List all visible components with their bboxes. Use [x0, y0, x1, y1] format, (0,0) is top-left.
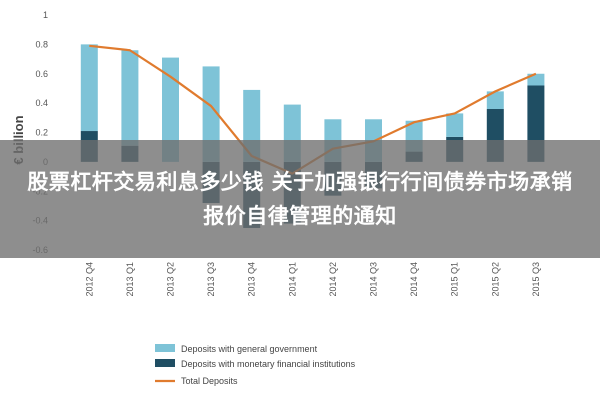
bar-government-deposits	[162, 57, 179, 162]
x-tick-label: 2015 Q3	[531, 262, 541, 297]
legend-label: Deposits with general government	[181, 344, 318, 354]
bar-government-deposits	[121, 50, 139, 146]
bar-government-deposits	[202, 66, 220, 162]
y-tick-label: 0.6	[35, 69, 48, 79]
x-tick-label: 2013 Q4	[247, 262, 257, 297]
x-tick-label: 2014 Q3	[369, 262, 379, 297]
bar-government-deposits	[486, 91, 504, 109]
x-tick-label: 2012 Q4	[84, 262, 94, 297]
x-tick-label: 2015 Q1	[450, 262, 460, 297]
bar-government-deposits	[527, 73, 545, 86]
legend-label: Total Deposits	[181, 376, 238, 386]
legend-swatch	[155, 359, 175, 367]
x-tick-label: 2013 Q2	[166, 262, 176, 297]
bar-government-deposits	[80, 44, 98, 132]
legend-swatch	[155, 344, 175, 352]
x-tick-label: 2014 Q2	[328, 262, 338, 297]
y-tick-label: 1	[43, 10, 48, 20]
x-tick-label: 2014 Q4	[409, 262, 419, 297]
legend-label: Deposits with monetary financial institu…	[181, 359, 356, 369]
x-tick-label: 2013 Q3	[206, 262, 216, 297]
bar-government-deposits	[446, 113, 464, 137]
y-tick-label: 0.4	[35, 98, 48, 108]
legend: Deposits with general government Deposits…	[155, 344, 356, 386]
y-tick-label: 0.2	[35, 128, 48, 138]
headline-banner: 股票杠杆交易利息多少钱 关于加强银行行间债券市场承销报价自律管理的通知	[0, 140, 600, 258]
x-axis-ticks: 2012 Q4 2013 Q1 2013 Q2 2013 Q3 2013 Q4 2014 …	[84, 262, 541, 297]
x-tick-label: 2015 Q2	[490, 262, 500, 297]
y-tick-label: 0.8	[35, 39, 48, 49]
x-tick-label: 2014 Q1	[287, 262, 297, 297]
headline-text: 股票杠杆交易利息多少钱 关于加强银行行间债券市场承销报价自律管理的通知	[27, 170, 573, 228]
x-tick-label: 2013 Q1	[125, 262, 135, 297]
